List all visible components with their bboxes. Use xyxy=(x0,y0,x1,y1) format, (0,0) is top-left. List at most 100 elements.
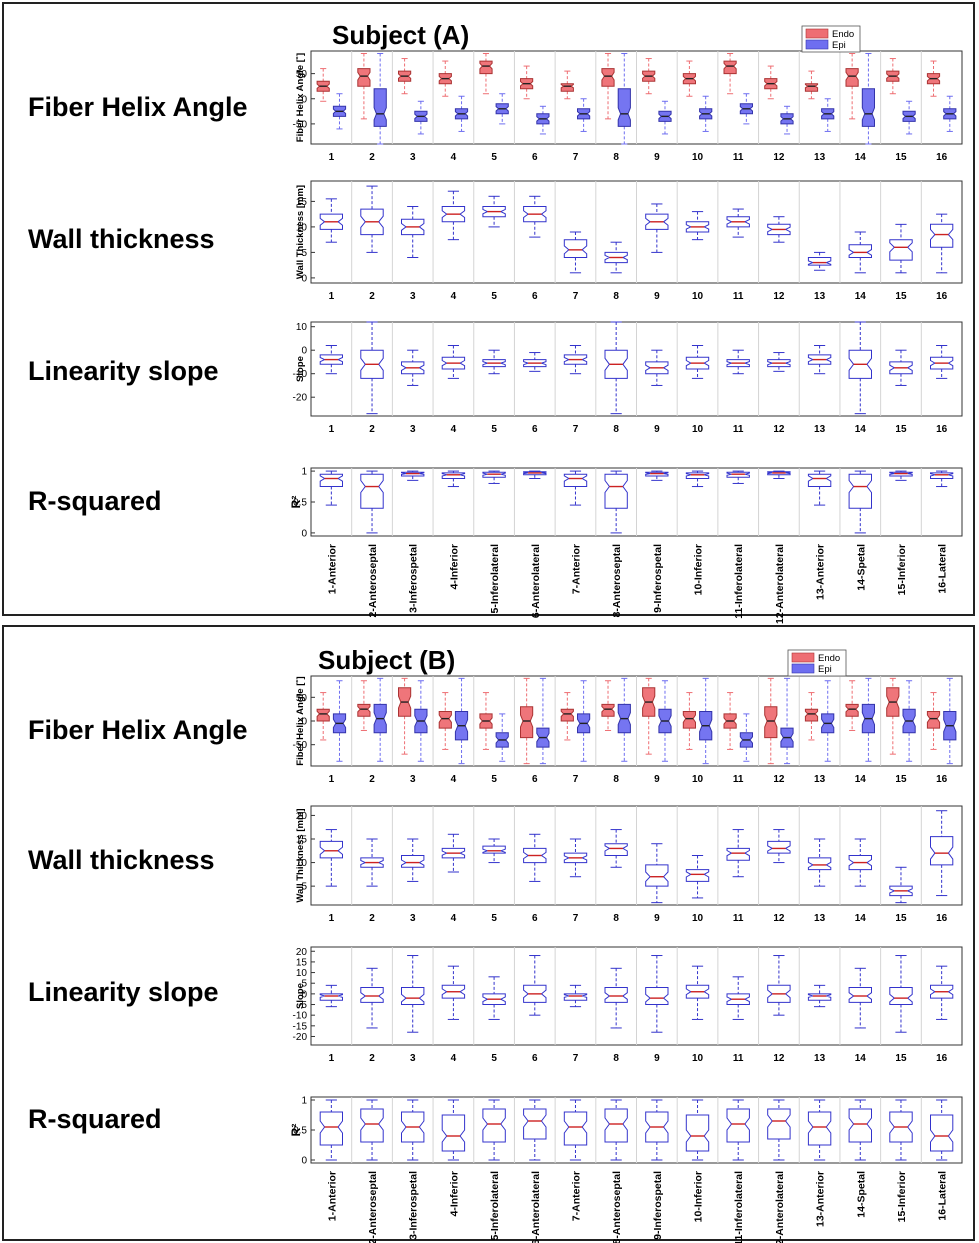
box-b-ls-slope-2 xyxy=(360,967,384,1029)
box-a-rs-r-squared-16 xyxy=(930,470,954,488)
y-tick-label: 0 xyxy=(301,346,307,357)
box-body xyxy=(848,1108,872,1143)
box-b-ls-slope-13 xyxy=(807,984,832,1008)
box-b-rs-r-squared-10 xyxy=(685,1099,710,1161)
box-a-fha-endo-1 xyxy=(316,68,330,102)
y-tick-label: -20 xyxy=(293,1032,308,1043)
box-body xyxy=(926,711,941,729)
box-b-fha-epi-14 xyxy=(861,677,875,762)
box-a-fha-endo-6 xyxy=(520,65,534,100)
y-tick-label: 5 xyxy=(301,979,307,990)
x-tick-label: 15 xyxy=(895,1053,907,1064)
x-tick-label: 14 xyxy=(855,774,867,785)
x-tick-label: 1 xyxy=(329,1053,335,1064)
box-body xyxy=(319,840,343,859)
x-tick-label: 6 xyxy=(532,424,538,435)
x-tick-label: 13 xyxy=(814,424,826,435)
box-b-fha-endo-5 xyxy=(479,692,493,750)
box-body xyxy=(319,1111,343,1146)
x-tick-label: 8-Anteroseptal xyxy=(611,544,623,618)
box-b-rs-r-squared-5 xyxy=(482,1099,506,1161)
x-tick-label: 11 xyxy=(733,774,744,785)
box-a-wt-wall-thickness-13 xyxy=(807,251,832,271)
x-tick-label: 12 xyxy=(773,1053,785,1064)
x-tick-label: 12 xyxy=(773,291,785,302)
box-b-fha-epi-13 xyxy=(821,680,835,762)
box-b-rs-r-squared-6 xyxy=(523,1099,547,1161)
box-b-fha-epi-7 xyxy=(577,680,591,762)
box-body xyxy=(807,257,832,266)
box-b-ls-slope-4 xyxy=(441,965,466,1020)
x-tick-label: 1-Anterior xyxy=(326,544,338,594)
y-axis-label: Fiber Helix Angle [˚] xyxy=(295,53,306,142)
box-b-fha-epi-8 xyxy=(617,677,631,762)
box-a-fha-epi-15 xyxy=(902,100,916,135)
y-axis-label: Slope xyxy=(295,983,306,1009)
box-b-wt-wall-thickness-13 xyxy=(807,838,832,887)
box-b-wt-wall-thickness-11 xyxy=(726,829,750,878)
subject-a-title: Subject (A) xyxy=(332,20,470,50)
box-body xyxy=(845,68,859,87)
box-b-wt-wall-thickness-2 xyxy=(360,838,384,887)
row-label-wt-a: Wall thickness xyxy=(28,224,215,254)
legend-epi-swatch xyxy=(791,663,815,674)
box-body xyxy=(930,836,954,866)
box-a-rs-r-squared-1 xyxy=(319,470,343,506)
box-b-fha-endo-10 xyxy=(682,692,696,750)
box-a-rs-r-squared-12 xyxy=(767,470,791,480)
x-tick-label: 6 xyxy=(532,774,538,785)
box-a-rs-r-squared-4 xyxy=(441,470,466,488)
box-body xyxy=(804,83,819,92)
x-tick-label: 16 xyxy=(936,424,948,435)
box-body xyxy=(845,703,859,717)
x-tick-label: 11 xyxy=(733,424,744,435)
box-b-wt-wall-thickness-16 xyxy=(930,810,954,897)
x-tick-label: 7 xyxy=(573,291,579,302)
box-a-rs-r-squared-6 xyxy=(523,470,547,480)
x-tick-label: 5 xyxy=(491,291,497,302)
y-tick-label: 50 xyxy=(296,69,308,80)
box-body xyxy=(930,223,954,248)
x-tick-label: 11-Inferolateral xyxy=(733,1171,745,1243)
y-tick-label: 0 xyxy=(301,717,307,728)
box-b-fha-epi-12 xyxy=(780,677,794,765)
x-tick-label: 12-Anterolateral xyxy=(774,544,786,624)
box-body xyxy=(723,60,737,75)
box-a-ls-slope-13 xyxy=(807,345,832,375)
box-body xyxy=(848,244,872,258)
y-tick-label: -10 xyxy=(293,369,308,380)
y-tick-label: 15 xyxy=(296,197,308,208)
x-tick-label: 10 xyxy=(692,774,704,785)
x-tick-label: 4 xyxy=(451,1053,457,1064)
row-label-fha-a: Fiber Helix Angle xyxy=(28,92,248,122)
y-tick-label: 5 xyxy=(301,248,307,259)
x-tick-label: 5-Inferolateral xyxy=(489,1171,501,1241)
y-tick-label: 0 xyxy=(301,94,307,105)
box-a-fha-epi-14 xyxy=(861,53,875,145)
box-a-fha-endo-4 xyxy=(438,60,452,97)
box-body xyxy=(401,855,425,868)
y-tick-label: -20 xyxy=(293,393,308,404)
box-body xyxy=(604,987,628,1003)
x-tick-label: 7 xyxy=(573,152,579,163)
box-b-fha-epi-5 xyxy=(495,713,509,762)
box-body xyxy=(604,1108,628,1143)
box-body xyxy=(645,864,669,887)
x-tick-label: 16-Lateral xyxy=(937,544,949,594)
x-tick-label: 13-Anterior xyxy=(815,544,827,600)
box-a-rs-r-squared-13 xyxy=(807,470,832,506)
box-b-fha-endo-6 xyxy=(520,677,534,765)
x-tick-label: 10 xyxy=(692,1053,704,1064)
box-body xyxy=(848,987,872,1003)
box-body xyxy=(360,473,384,509)
box-a-fha-endo-5 xyxy=(479,53,493,95)
x-tick-label: 4 xyxy=(451,291,457,302)
box-body xyxy=(685,869,710,882)
x-tick-label: 7-Anterior xyxy=(570,544,582,594)
box-b-fha-endo-12 xyxy=(764,677,778,765)
x-tick-label: 3 xyxy=(410,152,416,163)
box-b-ls-slope-9 xyxy=(645,955,669,1033)
x-tick-label: 14 xyxy=(855,913,867,924)
legend-endo-swatch xyxy=(791,652,815,663)
